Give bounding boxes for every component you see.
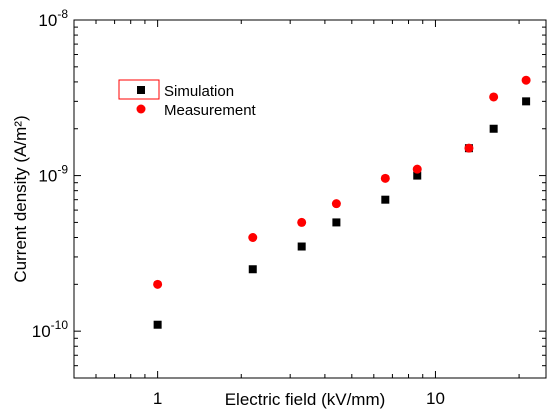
legend-marker-simulation xyxy=(137,86,145,94)
y-tick-label: 10-8 xyxy=(38,7,68,30)
y-tick-label-exponent: -10 xyxy=(51,318,69,332)
measurement-point xyxy=(521,75,531,85)
simulation-point xyxy=(153,320,162,329)
y-tick-label-base: 10 xyxy=(32,322,51,341)
measurement-point xyxy=(489,92,499,102)
simulation-point xyxy=(332,218,341,227)
legend-highlight-box xyxy=(118,79,160,100)
y-tick-label: 10-9 xyxy=(38,163,68,186)
plot-border xyxy=(73,19,547,379)
simulation-point xyxy=(413,171,422,180)
x-axis-title: Electric field (kV/mm) xyxy=(225,390,386,409)
y-tick-label: 10-10 xyxy=(32,318,69,341)
legend: Simulation Measurement xyxy=(118,79,257,119)
y-tick-label-base: 10 xyxy=(38,11,57,30)
measurement-point xyxy=(380,173,390,183)
simulation-point xyxy=(297,242,306,251)
simulation-point xyxy=(522,97,531,106)
y-tick-label-exponent: -9 xyxy=(57,163,68,177)
measurement-point xyxy=(331,199,341,209)
legend-marker-measurement xyxy=(136,104,146,114)
simulation-point xyxy=(489,124,498,133)
simulation-point xyxy=(381,195,390,204)
legend-label-measurement: Measurement xyxy=(164,102,257,119)
data-points xyxy=(153,75,531,329)
measurement-point xyxy=(153,279,163,289)
measurement-point xyxy=(248,232,258,242)
legend-label-simulation: Simulation xyxy=(164,83,234,100)
y-tick-label-exponent: -8 xyxy=(57,7,68,21)
plot-frame xyxy=(73,19,547,379)
x-tick-label: 1 xyxy=(153,389,162,408)
measurement-point xyxy=(464,143,474,153)
measurement-point xyxy=(297,217,307,227)
simulation-point xyxy=(248,265,257,274)
x-tick-label: 10 xyxy=(426,389,445,408)
y-tick-label-base: 10 xyxy=(38,167,57,186)
y-axis-title: Current density (A/m²) xyxy=(11,115,30,282)
measurement-point xyxy=(412,164,422,174)
axis-ticks xyxy=(73,19,546,379)
